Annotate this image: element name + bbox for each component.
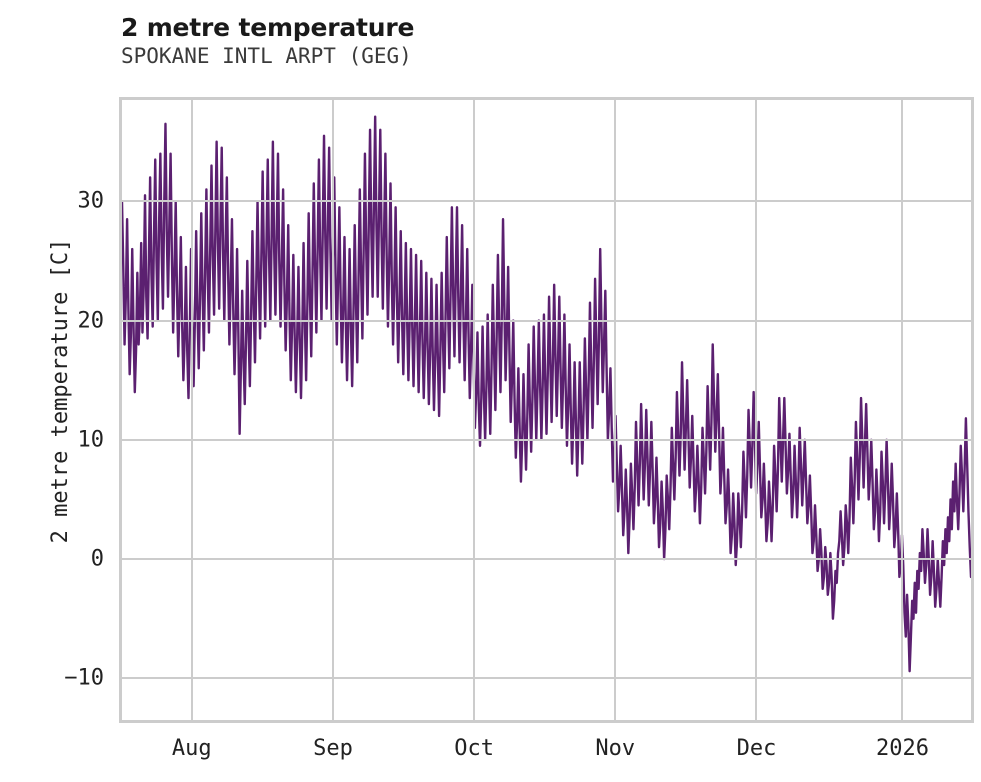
temperature-series: [122, 100, 971, 720]
y-tick-label: 0: [90, 546, 104, 572]
x-tick-label: Oct: [454, 736, 494, 761]
gridline-horizontal: [122, 200, 971, 203]
gridline-vertical: [190, 100, 193, 720]
y-tick-label: 10: [77, 427, 105, 453]
x-tick-label: 2026: [875, 736, 929, 761]
gridline-vertical: [473, 100, 476, 720]
x-tick-label: Dec: [736, 736, 777, 761]
series-line: [122, 117, 971, 671]
y-tick-label: 30: [77, 188, 105, 214]
x-tick-label: Aug: [171, 736, 212, 761]
chart-subtitle: SPOKANE INTL ARPT (GEG): [121, 44, 412, 68]
gridline-horizontal: [122, 558, 971, 561]
y-tick-label: 20: [77, 308, 105, 334]
plot-area: [119, 97, 974, 723]
page-title: 2 metre temperature: [121, 13, 415, 42]
title-block: 2 metre temperature SPOKANE INTL ARPT (G…: [121, 12, 821, 70]
x-tick-label: Sep: [313, 736, 353, 761]
x-tick-label: Nov: [595, 736, 636, 761]
gridline-horizontal: [122, 438, 971, 441]
y-tick-label: −10: [64, 665, 104, 691]
gridline-vertical: [901, 100, 904, 720]
gridline-vertical: [755, 100, 758, 720]
gridline-horizontal: [122, 319, 971, 322]
gridline-vertical: [614, 100, 617, 720]
gridline-horizontal: [122, 677, 971, 680]
y-axis-ticks: 30 20 10 0 −10: [0, 0, 104, 782]
gridline-vertical: [331, 100, 334, 720]
